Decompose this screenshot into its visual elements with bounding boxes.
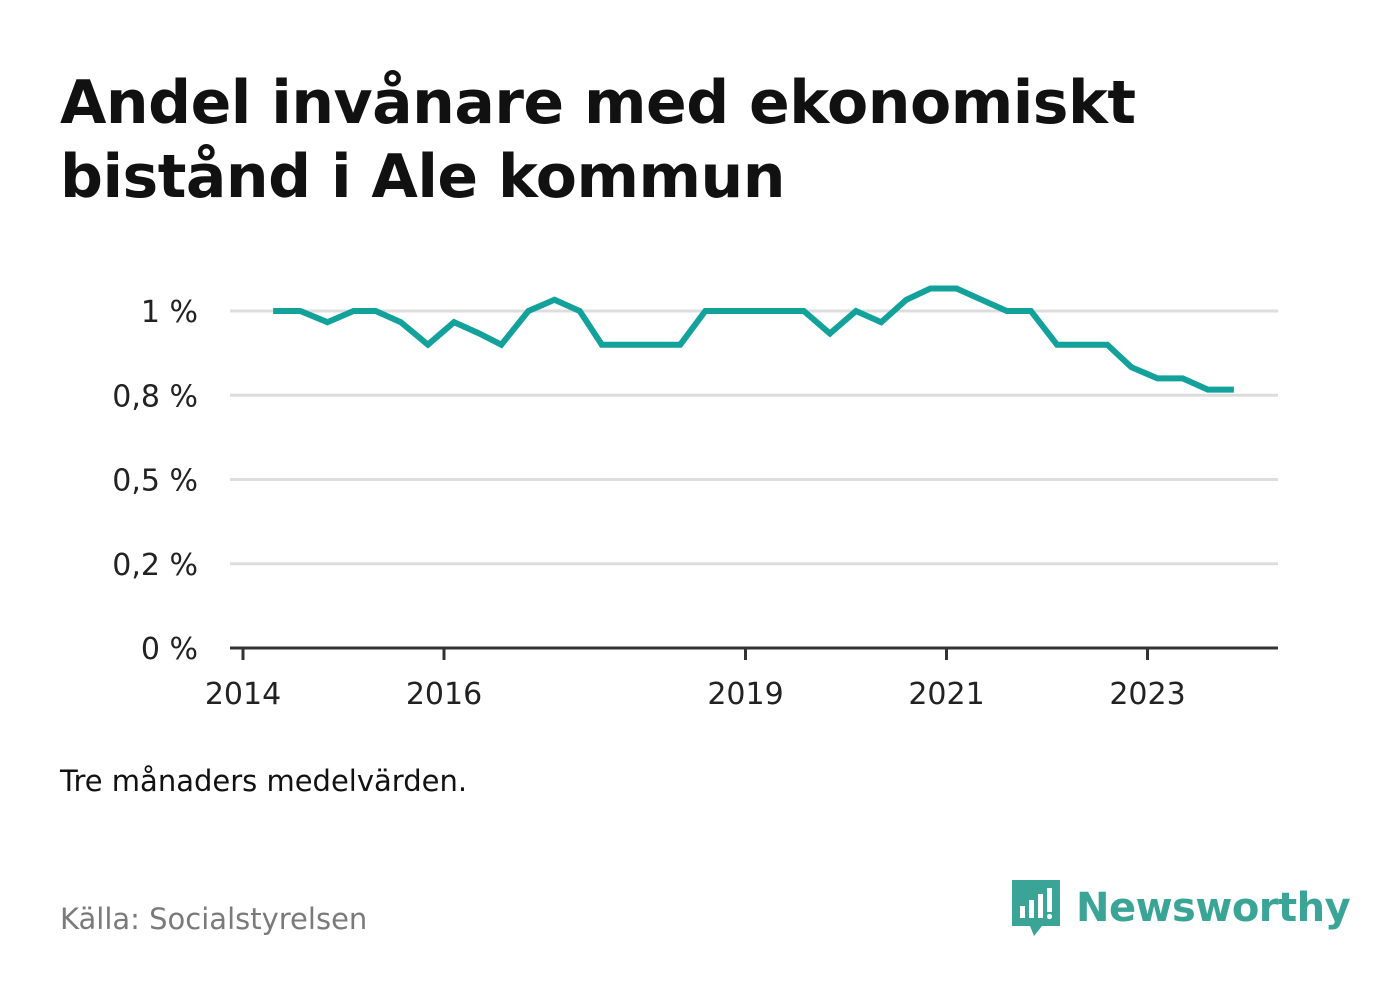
x-axis: 2014 2016 2019 2021 2023 bbox=[205, 646, 1278, 712]
x-tick-label: 2023 bbox=[1109, 677, 1185, 712]
y-tick-label: 0,2 % bbox=[112, 548, 198, 583]
logo-wordmark: Newsworthy bbox=[1076, 885, 1351, 931]
y-tick-label: 1 % bbox=[141, 295, 198, 330]
series-layer bbox=[273, 285, 1234, 393]
x-tick-label: 2019 bbox=[707, 677, 783, 712]
y-tick-label: 0 % bbox=[141, 632, 198, 667]
y-axis-ticks: 0 % 0,2 % 0,5 % 0,8 % 1 % bbox=[112, 295, 198, 667]
x-tick-label: 2014 bbox=[205, 677, 281, 712]
chart-note: Tre månaders medelvärden. bbox=[60, 764, 468, 798]
source-credit: Källa: Socialstyrelsen bbox=[60, 902, 368, 936]
y-tick-label: 0,5 % bbox=[112, 464, 198, 499]
series-line bbox=[273, 285, 1234, 393]
grid-lines bbox=[230, 309, 1278, 566]
x-tick-label: 2016 bbox=[406, 677, 482, 712]
chart-title: Andel invånare med ekonomiskt bistånd i … bbox=[60, 68, 1136, 212]
bar-chart-speech-icon bbox=[1012, 880, 1060, 936]
y-tick-label: 0,8 % bbox=[112, 379, 198, 414]
newsworthy-logo: Newsworthy bbox=[1010, 878, 1351, 938]
line-chart: 0 %0,2 %0,5 %0,8 %1 % 2014 2016 2019 2021 20… bbox=[112, 285, 1278, 712]
x-tick-label: 2021 bbox=[908, 677, 984, 712]
